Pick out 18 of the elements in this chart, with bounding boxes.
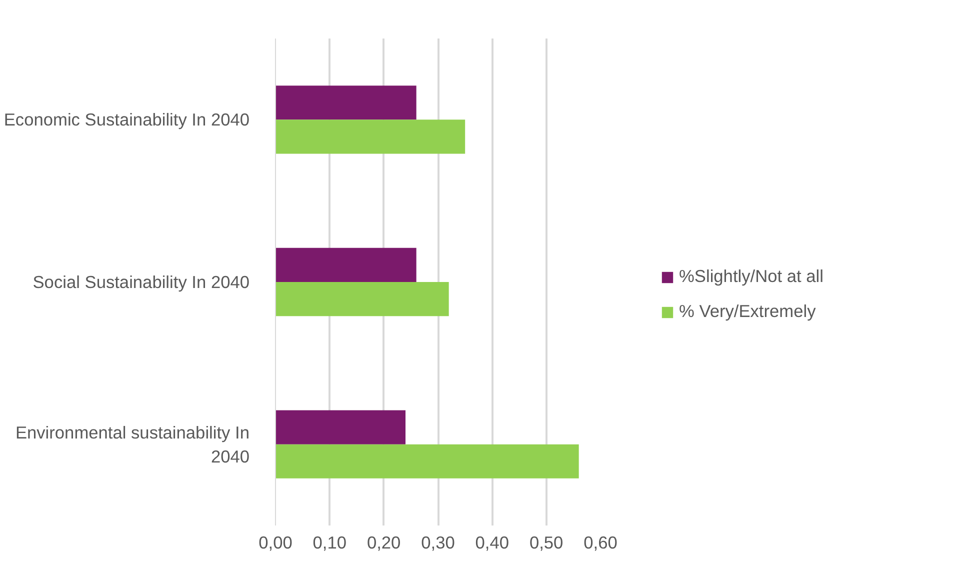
x-tick-label: 0,60 — [584, 532, 618, 552]
x-tick-label: 0,00 — [258, 532, 292, 552]
bar — [276, 248, 416, 282]
x-tick-label: 0,50 — [529, 532, 564, 552]
y-tick-label: Social Sustainability In 2040 — [32, 272, 250, 292]
bar — [276, 282, 449, 316]
bar — [276, 444, 579, 478]
x-tick-label: 0,40 — [475, 532, 510, 552]
x-tick-label: 0,30 — [421, 532, 455, 552]
bar — [276, 410, 406, 444]
y-tick-label: Economic Sustainability In 2040 — [4, 110, 250, 130]
bar — [276, 86, 416, 120]
x-tick-label: 0,20 — [366, 532, 401, 552]
legend-label: % Very/Extremely — [679, 301, 816, 322]
legend-label: %Slightly/Not at all — [679, 266, 824, 287]
y-tick-label: Environmental sustainability In 2040 — [15, 422, 250, 466]
x-tick-label: 0,10 — [312, 532, 347, 552]
bar — [276, 120, 466, 154]
